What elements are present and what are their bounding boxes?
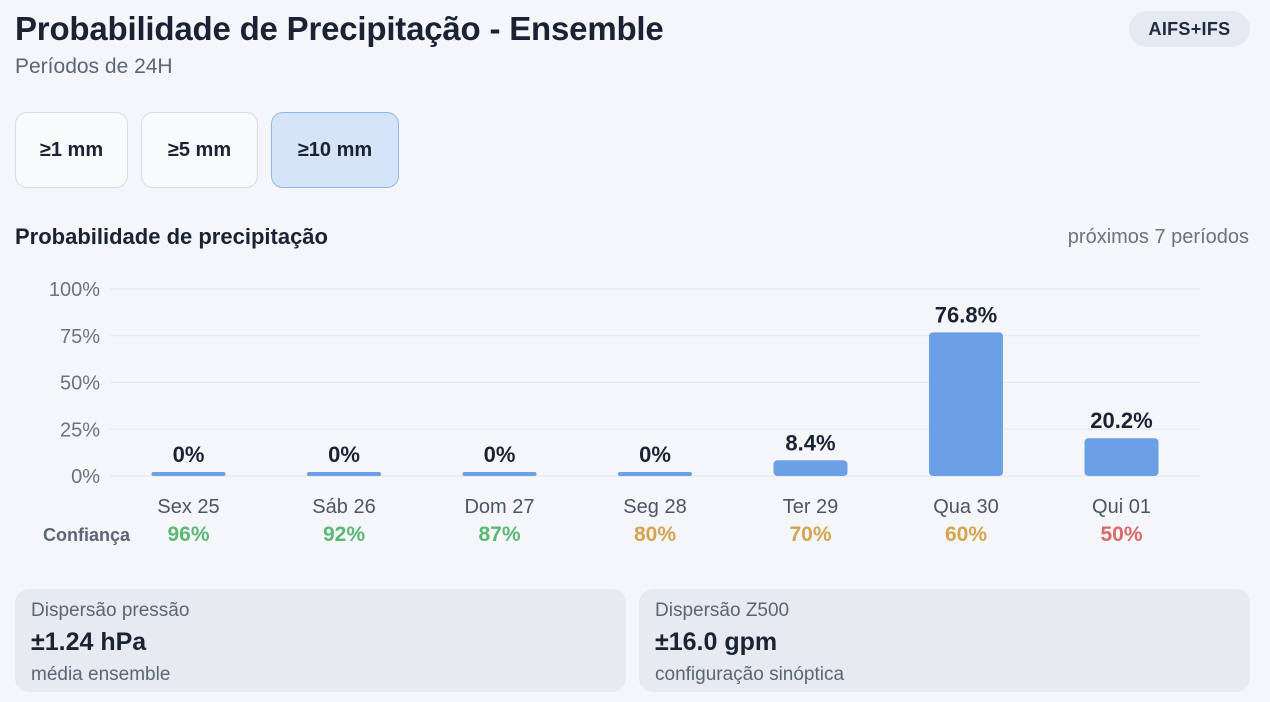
threshold-1mm-button[interactable]: ≥1 mm (15, 112, 128, 188)
chart-section-title: Probabilidade de precipitação (15, 224, 328, 249)
model-badge: AIFS+IFS (1129, 11, 1250, 47)
x-tick-label: Dom 27 (464, 496, 534, 518)
bar-value-label: 20.2% (1090, 408, 1152, 433)
z500-dispersion-note: configuração sinóptica (655, 664, 845, 685)
threshold-10mm-button[interactable]: ≥10 mm (271, 112, 399, 188)
y-tick-label: 50% (60, 373, 100, 395)
x-tick-label: Qua 30 (933, 496, 999, 518)
confidence-row-label: Confiança (43, 525, 131, 545)
page-title: Probabilidade de Precipitação - Ensemble (15, 10, 664, 47)
bar (307, 472, 381, 476)
bar-value-label: 76.8% (935, 302, 997, 327)
pressure-dispersion-value: ±1.24 hPa (31, 628, 147, 656)
chart-section-note: próximos 7 períodos (1067, 226, 1249, 248)
x-tick-label: Sáb 26 (312, 496, 375, 518)
x-tick-label: Ter 29 (783, 496, 839, 518)
z500-dispersion-value: ±16.0 gpm (655, 628, 778, 656)
pressure-dispersion-note: média ensemble (31, 664, 171, 685)
pressure-dispersion-card: Dispersão pressão ±1.24 hPa média ensemb… (15, 589, 626, 692)
confidence-value: 50% (1100, 523, 1142, 546)
y-tick-label: 100% (49, 279, 100, 301)
x-tick-label: Seg 28 (623, 496, 686, 518)
bar (1084, 438, 1159, 476)
page-subtitle: Períodos de 24H (15, 55, 173, 78)
z500-dispersion-label: Dispersão Z500 (655, 600, 790, 621)
bar (462, 472, 537, 476)
x-tick-label: Qui 01 (1092, 496, 1151, 518)
bar (618, 472, 692, 476)
confidence-value: 60% (945, 523, 987, 546)
bar (773, 460, 848, 476)
bar-value-label: 0% (173, 442, 205, 467)
confidence-value: 80% (634, 523, 676, 546)
y-tick-label: 25% (60, 419, 100, 441)
bar-value-label: 0% (328, 442, 360, 467)
confidence-value: 70% (789, 523, 831, 546)
threshold-5mm-button[interactable]: ≥5 mm (141, 112, 258, 188)
bar (929, 332, 1003, 476)
bar-value-label: 8.4% (785, 430, 835, 455)
z500-dispersion-card: Dispersão Z500 ±16.0 gpm configuração si… (639, 589, 1250, 692)
precipitation-bar-chart: 0% 25% 50% 75% 100% 0% Sex 25 96% 0% Sáb 26 92% 0% D… (49, 279, 1200, 546)
y-tick-label: 75% (60, 326, 100, 348)
x-tick-label: Sex 25 (157, 496, 219, 518)
pressure-dispersion-label: Dispersão pressão (31, 600, 190, 621)
confidence-value: 87% (478, 523, 520, 546)
y-tick-label: 0% (71, 466, 100, 488)
confidence-value: 92% (323, 523, 365, 546)
confidence-value: 96% (167, 523, 209, 546)
bar (151, 472, 226, 476)
bar-value-label: 0% (639, 442, 671, 467)
bar-value-label: 0% (484, 442, 516, 467)
